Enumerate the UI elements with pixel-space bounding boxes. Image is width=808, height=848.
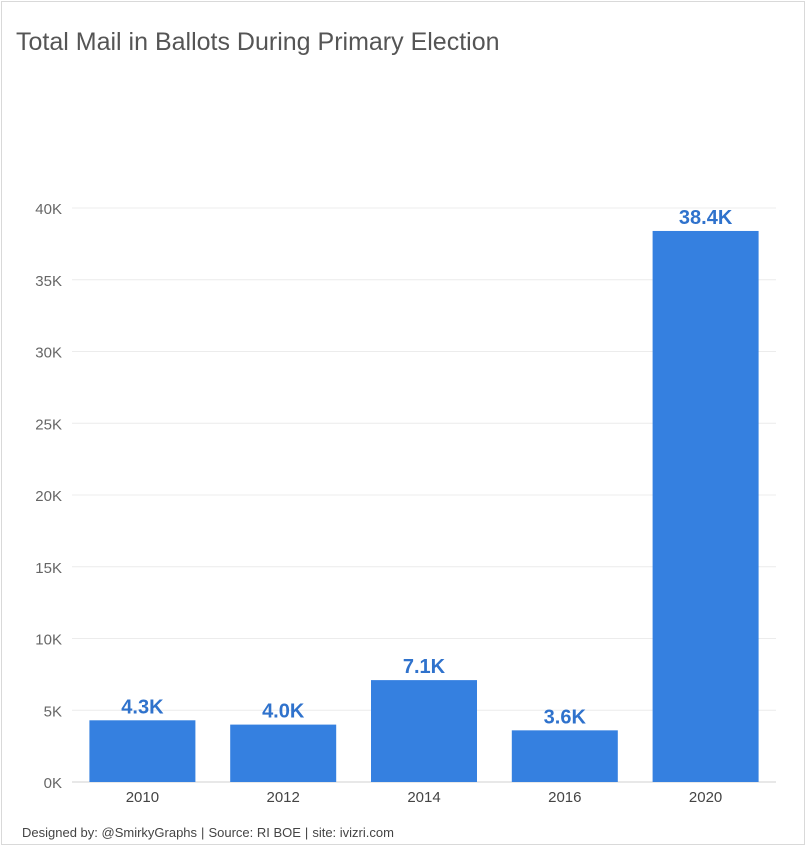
x-tick-label: 2014 xyxy=(407,789,440,806)
footer-separator: | xyxy=(201,825,205,840)
chart-title: Total Mail in Ballots During Primary Ele… xyxy=(16,28,500,56)
bar-2020 xyxy=(652,230,759,782)
data-label: 4.3K xyxy=(121,696,164,718)
footer-designed-by: Designed by: @SmirkyGraphs xyxy=(22,825,198,840)
bar-2010 xyxy=(89,720,196,782)
y-tick-label: 30K xyxy=(35,345,62,362)
y-tick-label: 35K xyxy=(35,273,62,290)
y-tick-label: 0K xyxy=(44,775,62,792)
y-tick-label: 40K xyxy=(35,201,62,218)
bar-2014 xyxy=(371,680,477,782)
footer-separator: | xyxy=(304,825,309,840)
data-labels: 4.3K 4.0K 7.1K 3.6K 38.4K xyxy=(121,207,733,728)
y-tick-label: 20K xyxy=(35,488,62,505)
x-tick-label: 2010 xyxy=(126,789,159,806)
footer-site: site: ivizri.com xyxy=(312,825,394,840)
y-tick-label: 15K xyxy=(35,560,62,577)
bars xyxy=(89,230,759,782)
y-tick-label: 25K xyxy=(35,416,62,433)
x-tick-label: 2020 xyxy=(689,789,722,806)
x-axis: 2010 2012 2014 2016 2020 xyxy=(126,789,723,806)
data-label: 4.0K xyxy=(262,701,305,723)
y-tick-label: 10K xyxy=(35,632,62,649)
x-tick-label: 2016 xyxy=(548,789,581,806)
footer: Designed by: @SmirkyGraphs | Source: RI BO… xyxy=(22,825,394,840)
data-label: 38.4K xyxy=(679,207,733,229)
bar-2016 xyxy=(511,730,618,782)
data-label: 3.6K xyxy=(544,706,587,728)
y-axis: 0K 5K 10K 15K 20K 25K 30K 35K 40K xyxy=(35,201,62,792)
data-label: 7.1K xyxy=(403,656,446,678)
x-tick-label: 2012 xyxy=(267,789,300,806)
bar-2012 xyxy=(230,724,337,782)
y-tick-label: 5K xyxy=(44,703,62,720)
footer-source: Source: RI BOE xyxy=(208,825,301,840)
